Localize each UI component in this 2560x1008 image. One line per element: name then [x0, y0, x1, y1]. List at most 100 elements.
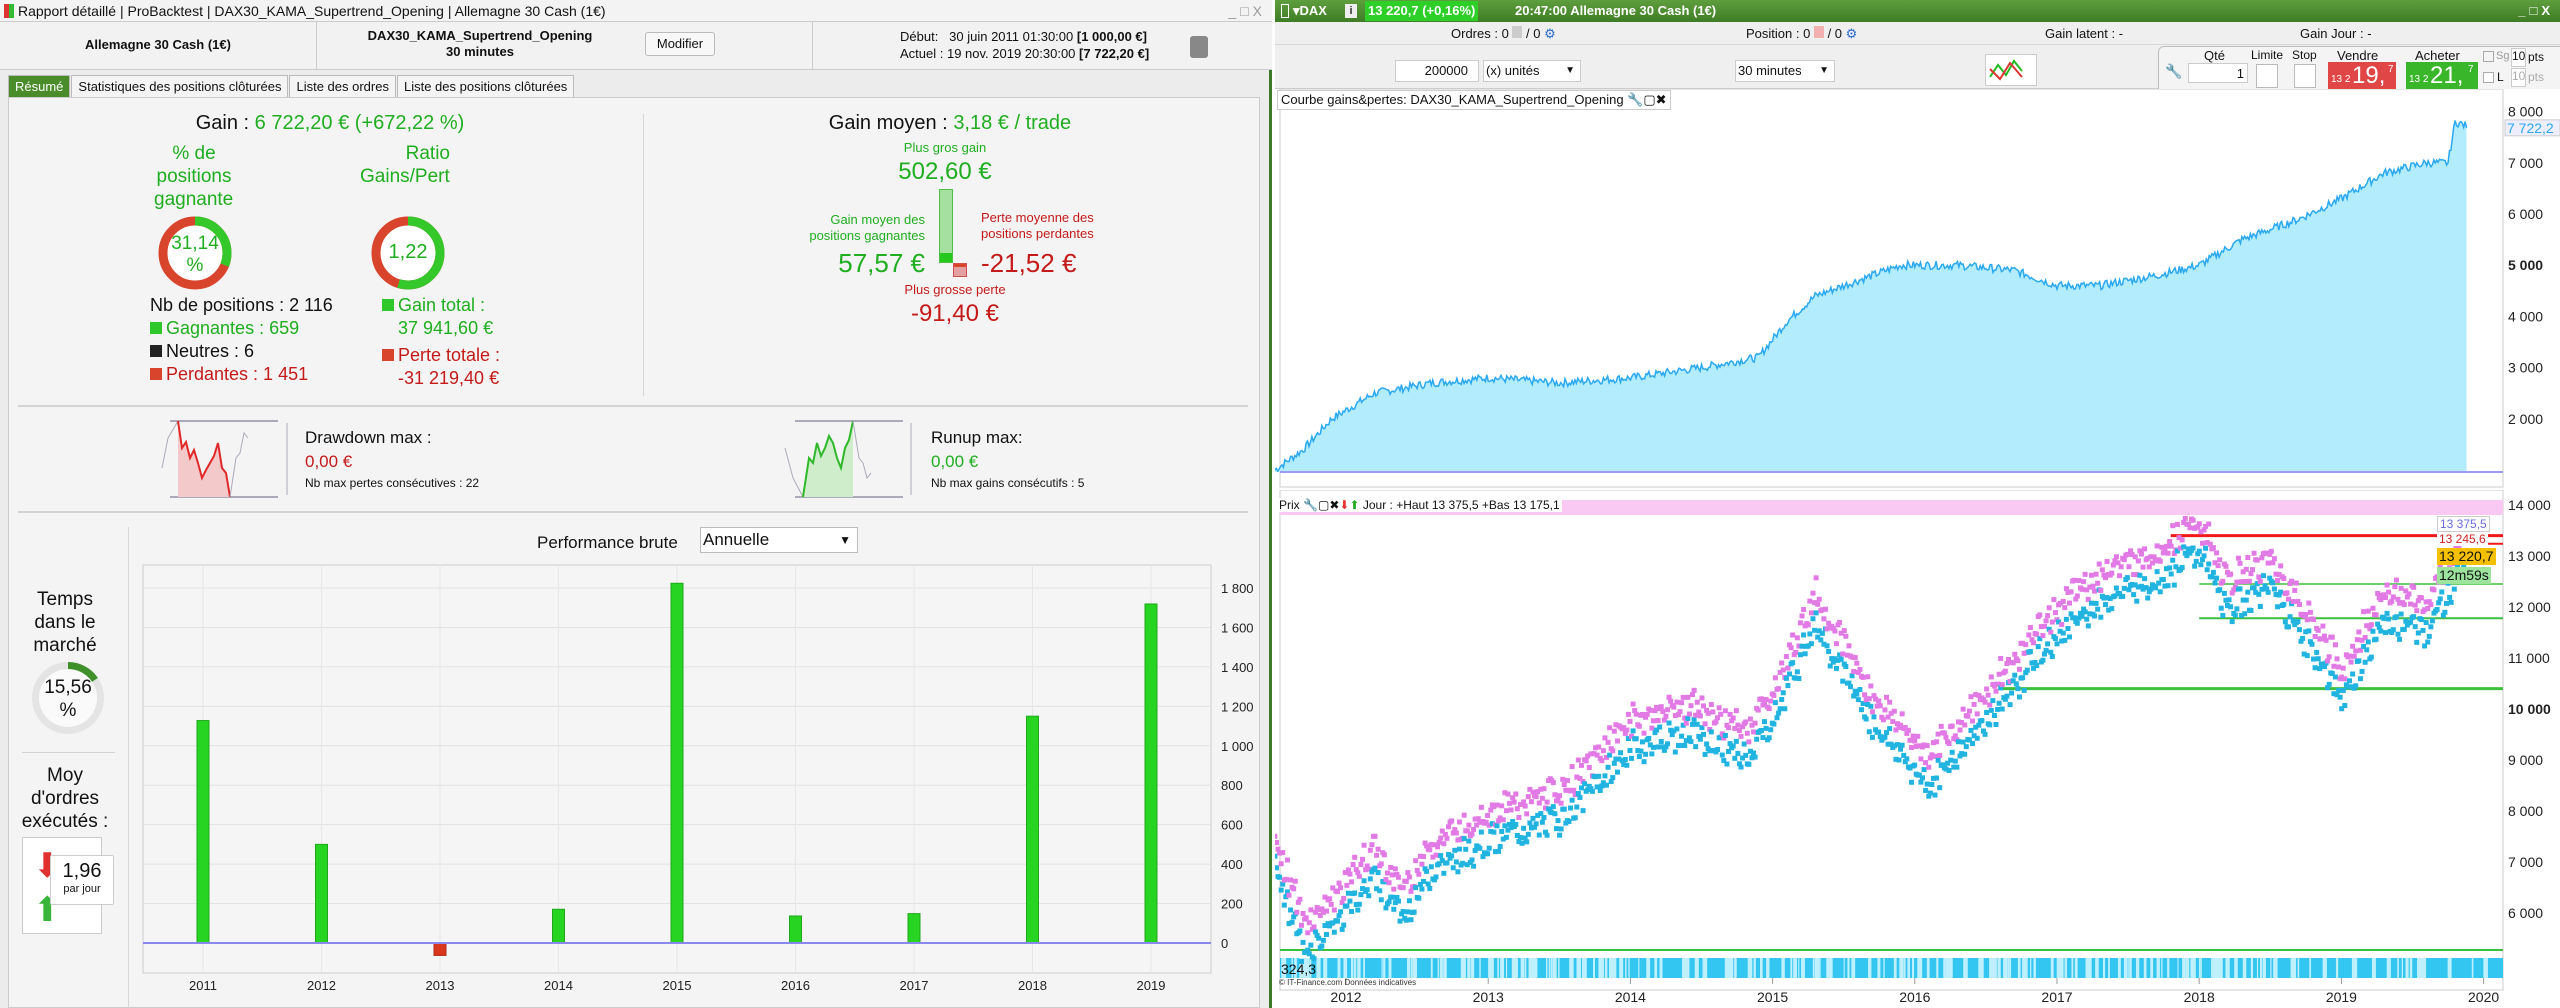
sell-button[interactable]: 13 2 19, 7	[2328, 62, 2396, 90]
price-marker-up	[1433, 852, 1439, 858]
indicators-icon[interactable]	[1985, 54, 2037, 86]
price-marker-up	[1951, 736, 1957, 742]
price-marker-up	[1699, 695, 1705, 701]
volume-stripe	[2401, 958, 2403, 978]
volume-stripe	[2388, 958, 2391, 978]
wrench-icon[interactable]: 🔧	[1303, 498, 1318, 512]
price-marker-up	[1843, 633, 1849, 639]
price-marker-up	[1500, 817, 1506, 823]
price-marker-down	[2265, 589, 2271, 595]
symbol-selector[interactable]: ▾DAX	[1293, 3, 1327, 18]
perf-period-select[interactable]: Annuelle ▼	[700, 527, 858, 553]
maximize-icon[interactable]: ▢	[1317, 498, 1330, 512]
price-marker-down	[1577, 794, 1583, 800]
price-marker-down	[1672, 749, 1678, 755]
price-marker-up	[2113, 554, 2119, 560]
price-marker-up	[1909, 745, 1915, 751]
price-marker-down	[2228, 604, 2234, 610]
x-tick-label: 2014	[1615, 989, 1646, 1005]
price-marker-up	[1503, 808, 1509, 814]
price-marker-up	[1841, 628, 1847, 634]
price-marker-up	[2099, 567, 2105, 573]
volume-stripe	[2056, 958, 2060, 978]
price-marker-up	[1744, 730, 1750, 736]
price-marker-down	[1650, 744, 1656, 750]
maximize-icon[interactable]: ▢	[1643, 92, 1656, 107]
price-marker-down	[2395, 631, 2401, 637]
price-marker-up	[1974, 711, 1980, 717]
price-marker-up	[2134, 572, 2140, 578]
qte-input[interactable]: 1	[2188, 63, 2248, 83]
price-marker-down	[1374, 886, 1380, 892]
price-marker-down	[1935, 757, 1941, 763]
price-marker-down	[1444, 860, 1450, 866]
price-marker-up	[1336, 880, 1342, 886]
y-tick-label: 1 800	[1221, 581, 1254, 596]
price-marker-up	[1439, 828, 1445, 834]
price-marker-up	[1700, 703, 1706, 709]
price-marker-down	[2087, 611, 2093, 617]
limit-order-icon[interactable]	[2256, 64, 2278, 88]
price-marker-up	[2332, 642, 2338, 648]
price-marker-down	[2162, 583, 2168, 589]
price-marker-down	[1849, 673, 1855, 679]
price-marker-up	[2292, 587, 2298, 593]
price-marker-up	[1507, 800, 1513, 806]
tab-liste-positions[interactable]: Liste des positions clôturées	[396, 75, 575, 97]
price-marker-up	[1372, 833, 1378, 839]
price-marker-up	[2093, 571, 2099, 577]
buy-button[interactable]: 13 2 21, 7	[2406, 62, 2478, 90]
price-marker-down	[1782, 706, 1788, 712]
tab-statistiques[interactable]: Statistiques des positions clôturées	[71, 75, 289, 97]
units-select[interactable]: (x) unités ▼	[1483, 60, 1581, 82]
price-marker-up	[1295, 899, 1301, 905]
price-marker-up	[1636, 723, 1642, 729]
bar-2014	[552, 908, 565, 944]
quantity-input[interactable]: 200000	[1395, 60, 1479, 82]
price-marker-down	[1641, 759, 1647, 765]
candle-countdown: 12m59s	[2437, 567, 2491, 584]
close-icon[interactable]: ✖	[1329, 498, 1340, 512]
price-marker-down	[2437, 596, 2443, 602]
volume-stripe	[1381, 958, 1383, 978]
price-marker-up	[1840, 651, 1846, 657]
l-pts-input[interactable]: 10	[2511, 68, 2526, 87]
window-controls[interactable]: _□X	[1228, 3, 1266, 19]
sg-checkbox[interactable]	[2483, 51, 2494, 62]
modify-button[interactable]: Modifier	[645, 32, 715, 56]
price-marker-down	[2325, 685, 2331, 691]
price-marker-down	[2337, 694, 2343, 700]
l-checkbox[interactable]	[2483, 72, 2494, 83]
gear-icon[interactable]: ⚙	[1544, 26, 1556, 41]
price-marker-up	[2223, 563, 2229, 569]
price-marker-up	[1855, 669, 1861, 675]
tab-resume[interactable]: Résumé	[8, 75, 71, 97]
wrench-icon[interactable]: 🔧	[1627, 92, 1644, 107]
price-marker-down	[2007, 702, 2013, 708]
price-marker-down	[1417, 881, 1423, 887]
volume-stripe	[1625, 958, 1627, 978]
price-marker-up	[1510, 795, 1516, 801]
window-controls[interactable]: _□X	[2518, 3, 2554, 18]
x-tick-label: 2016	[1899, 989, 1930, 1005]
price-marker-up	[2275, 578, 2281, 584]
price-marker-down	[1311, 956, 1317, 962]
print-icon[interactable]	[1190, 36, 1208, 58]
price-marker-up	[1367, 847, 1373, 853]
price-marker-up	[1876, 698, 1882, 704]
price-marker-down	[1730, 743, 1736, 749]
price-marker-up	[1622, 730, 1628, 736]
price-marker-up	[1496, 818, 1502, 824]
gear-icon[interactable]: ⚙	[1845, 26, 1858, 41]
info-icon[interactable]: i	[1345, 4, 1357, 18]
sg-pts-input[interactable]: 10	[2511, 48, 2526, 67]
price-marker-down	[2245, 589, 2251, 595]
tab-liste-ordres[interactable]: Liste des ordres	[289, 75, 396, 97]
price-marker-down	[2027, 649, 2033, 655]
stop-order-icon[interactable]	[2294, 64, 2316, 88]
price-marker-up	[2318, 636, 2324, 642]
timeframe-select[interactable]: 30 minutes ▼	[1735, 60, 1835, 82]
y-tick-label: 400	[1221, 857, 1243, 872]
wrench-icon[interactable]: 🔧	[2165, 63, 2183, 79]
close-icon[interactable]: ✖	[1655, 92, 1667, 107]
